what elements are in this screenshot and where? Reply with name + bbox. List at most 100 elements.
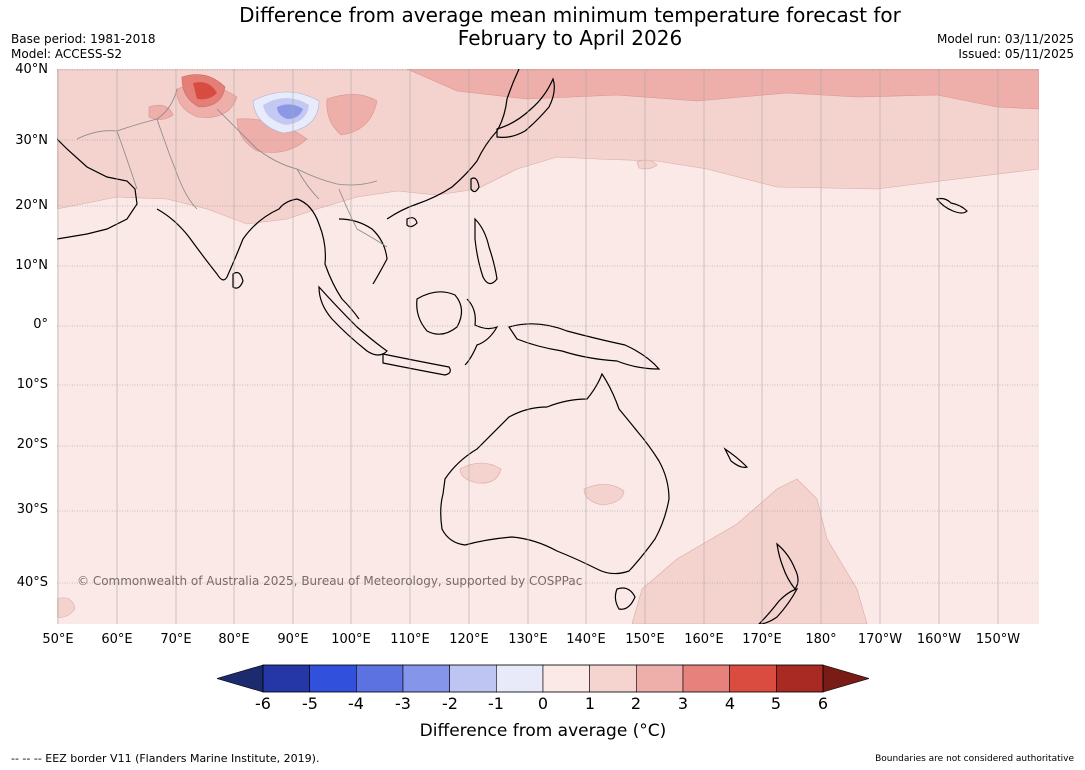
cbar-tick-0: 0 xyxy=(537,694,549,713)
colorbar-bin xyxy=(402,664,450,693)
colorbar-bin xyxy=(262,664,310,693)
colorbar-title: Difference from average (°C) xyxy=(419,721,667,741)
sw-corner-warm-region xyxy=(57,597,76,618)
north-pacific-strong-warm xyxy=(406,69,1039,110)
colorbar-bin xyxy=(682,664,730,693)
sumatra xyxy=(318,285,388,356)
cbar-tick-4: 4 xyxy=(724,694,736,713)
meridians xyxy=(57,69,999,624)
lon-label-140e: 140°E xyxy=(566,632,606,647)
australia-coast xyxy=(440,372,670,575)
cbar-tick-3: 3 xyxy=(677,694,689,713)
graticule xyxy=(57,69,1039,584)
copyright-text: © Commonwealth of Australia 2025, Bureau… xyxy=(77,574,583,588)
central-aus-warm-region xyxy=(583,484,625,506)
meta-left: Base period: 1981-2018 Model: ACCESS-S2 xyxy=(11,32,156,62)
borneo xyxy=(416,291,463,335)
tasmania xyxy=(614,587,636,610)
colorbar-bin xyxy=(776,664,824,693)
lat-label-40s: 40°S xyxy=(16,575,48,590)
new-guinea xyxy=(508,323,661,370)
cbar-tick-6: 6 xyxy=(817,694,829,713)
lon-label-60e: 60°E xyxy=(101,632,133,647)
coastlines xyxy=(57,69,968,624)
colorbar-bin xyxy=(729,664,777,693)
country-boundaries xyxy=(76,88,388,248)
java xyxy=(382,353,451,376)
issued-text: Issued: 05/11/2025 xyxy=(958,47,1074,61)
colorbar-bin xyxy=(449,664,497,693)
sri-lanka xyxy=(232,271,244,289)
colorbar-bin xyxy=(542,664,590,693)
colorbar xyxy=(217,664,869,693)
lon-label-130e: 130°E xyxy=(508,632,548,647)
base-period-text: Base period: 1981-2018 xyxy=(11,32,156,46)
lon-label-120e: 120°E xyxy=(449,632,489,647)
cbar-tick-5: 5 xyxy=(770,694,782,713)
anomaly-1-2-regions xyxy=(57,69,1039,624)
title-line-2: February to April 2026 xyxy=(457,26,683,50)
lon-label-50e: 50°E xyxy=(42,632,74,647)
anomaly-negative-regions xyxy=(252,91,320,134)
anomaly-3-5-regions xyxy=(181,74,226,108)
lon-label-160w: 160°W xyxy=(916,632,962,647)
cbar-tick-2: 2 xyxy=(630,694,642,713)
cool-region-2-3 xyxy=(277,104,303,119)
lat-label-40n: 40°N xyxy=(15,62,48,77)
lon-label-100e: 100°E xyxy=(331,632,371,647)
nw-aus-warm-region xyxy=(459,462,502,484)
se-asia-coast xyxy=(296,69,520,320)
new-caledonia xyxy=(723,447,749,468)
lon-label-150e: 150°E xyxy=(625,632,665,647)
hawaii-islands xyxy=(935,197,968,214)
tibet-warm xyxy=(326,94,378,136)
cbar-tick-m2: -2 xyxy=(442,694,458,713)
cbar-tick-m3: -3 xyxy=(395,694,411,713)
lon-label-70e: 70°E xyxy=(160,632,192,647)
lat-label-30s: 30°S xyxy=(16,502,48,517)
india-warm xyxy=(148,104,174,120)
lon-label-160e: 160°E xyxy=(684,632,724,647)
lat-label-10s: 10°S xyxy=(16,377,48,392)
hotspot-4-5 xyxy=(193,82,217,100)
colorbar-bin xyxy=(589,664,637,693)
hainan xyxy=(406,217,418,228)
cbar-tick-m4: -4 xyxy=(348,694,364,713)
lat-label-30n: 30°N xyxy=(15,133,48,148)
lat-label-20s: 20°S xyxy=(16,437,48,452)
colorbar-bins xyxy=(262,664,824,693)
cbar-tick-1: 1 xyxy=(584,694,596,713)
lat-label-10n: 10°N xyxy=(15,258,48,273)
lon-label-170e: 170°E xyxy=(742,632,782,647)
cbar-tick-m5: -5 xyxy=(302,694,318,713)
pacific-small-warm-region xyxy=(636,159,658,170)
india-coast xyxy=(156,198,298,281)
disclaimer-footnote: Boundaries are not considered authoritat… xyxy=(875,754,1074,764)
lon-label-80e: 80°E xyxy=(218,632,250,647)
colorbar-bin xyxy=(309,664,357,693)
pacific-sw-warm-region xyxy=(631,478,868,624)
colorbar-frame xyxy=(262,664,824,693)
eez-footnote: -- -- -- EEZ border V11 (Flanders Marine… xyxy=(11,752,320,765)
cbar-tick-m1: -1 xyxy=(488,694,504,713)
forecast-map: © Commonwealth of Australia 2025, Bureau… xyxy=(57,69,1039,624)
title-line-1: Difference from average mean minimum tem… xyxy=(239,3,901,27)
cbar-tick-m6: -6 xyxy=(255,694,271,713)
japan xyxy=(496,77,555,138)
taiwan xyxy=(470,177,480,193)
map-svg xyxy=(57,69,1039,624)
lon-label-150w: 150°W xyxy=(975,632,1021,647)
meta-right: Model run: 03/11/2025 Issued: 05/11/2025 xyxy=(937,32,1074,62)
colorbar-bin xyxy=(356,664,404,693)
arabia-coast xyxy=(57,138,138,240)
sulawesi xyxy=(464,298,499,366)
model-run-text: Model run: 03/11/2025 xyxy=(936,32,1074,46)
colorbar-over-arrow xyxy=(822,664,869,693)
lon-label-110e: 110°E xyxy=(390,632,430,647)
philippines xyxy=(474,217,498,285)
model-text: Model: ACCESS-S2 xyxy=(11,47,123,61)
new-zealand-south xyxy=(758,588,799,624)
lat-label-20n: 20°N xyxy=(15,198,48,213)
lon-label-180: 180° xyxy=(805,632,837,647)
lon-label-90e: 90°E xyxy=(277,632,309,647)
